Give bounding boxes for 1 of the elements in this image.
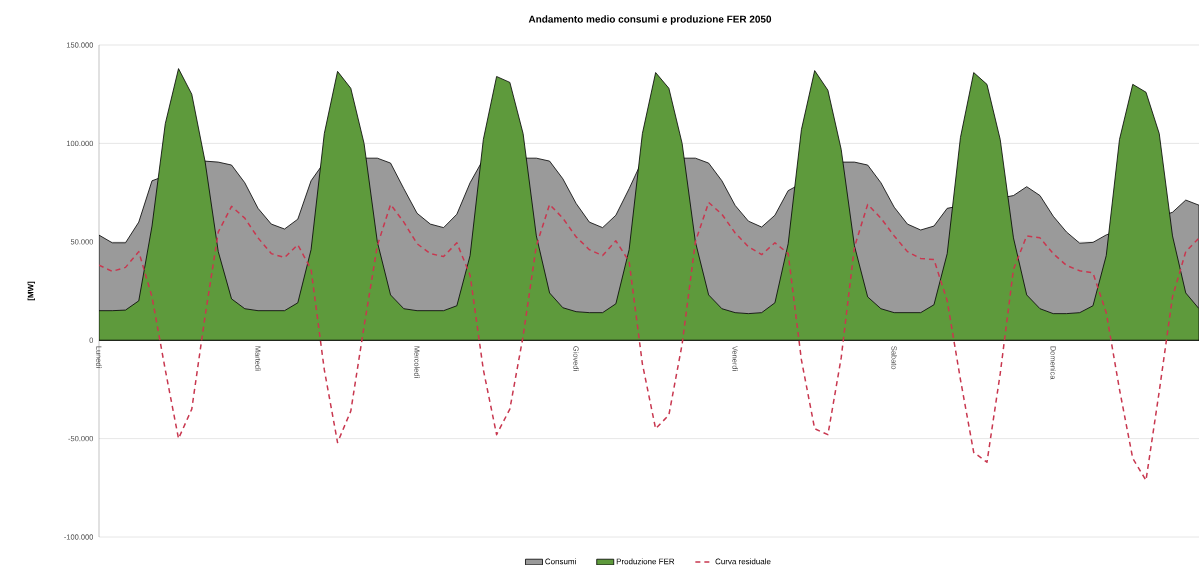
chart-title: Andamento medio consumi e produzione FER 2050: [528, 15, 772, 25]
